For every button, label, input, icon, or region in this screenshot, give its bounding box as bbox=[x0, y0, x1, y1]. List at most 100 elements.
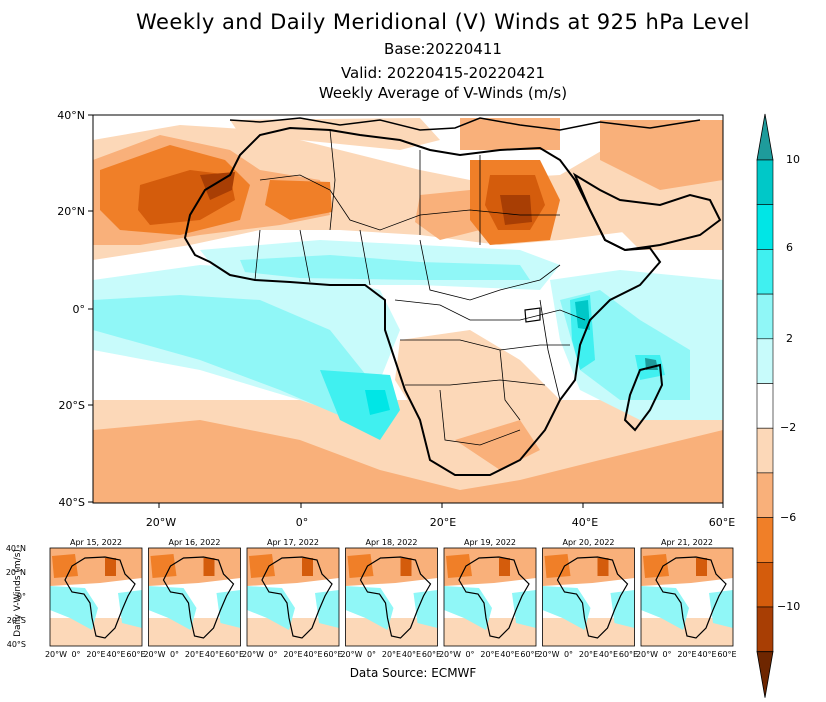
colorbar-label: −2 bbox=[780, 421, 796, 434]
colorbar-bottom-triangle bbox=[756, 651, 774, 698]
daily-coastline bbox=[458, 556, 530, 639]
daily-west-core bbox=[446, 554, 472, 578]
colorbar-segment bbox=[756, 249, 774, 295]
daily-west-core bbox=[150, 554, 177, 578]
daily-east-core bbox=[696, 558, 707, 576]
daily-lon-label: 40°E bbox=[106, 650, 125, 659]
daily-indian-field bbox=[315, 590, 339, 628]
daily-panel-frame bbox=[345, 547, 438, 647]
daily-coastline bbox=[359, 556, 432, 639]
daily-panel: Apr 17, 2022 20°W 0° 20°E 40°E 60°E bbox=[242, 538, 343, 659]
daily-indian-field bbox=[512, 590, 536, 628]
madagascar bbox=[623, 363, 664, 432]
lat-tick-label: 40°N bbox=[57, 109, 85, 122]
arabia bbox=[572, 172, 722, 252]
map-subtitle: Weekly Average of V-Winds (m/s) bbox=[318, 84, 568, 102]
lat-tick-label: 20°N bbox=[57, 205, 85, 218]
axis-ticks bbox=[88, 114, 724, 508]
daily-lon-label: 20°W bbox=[45, 650, 67, 659]
colorbar-label: 10 bbox=[786, 153, 800, 166]
daily-lon-label: 20°W bbox=[439, 650, 461, 659]
daily-lon-label: 60°E bbox=[323, 650, 342, 659]
colorbar-segment bbox=[756, 383, 774, 429]
daily-indian-field bbox=[709, 590, 733, 628]
daily-lat-label: 20°N bbox=[6, 568, 26, 577]
colorbar-top-triangle bbox=[756, 113, 774, 161]
daily-lon-label: 0° bbox=[268, 650, 277, 659]
daily-panel-frame bbox=[542, 547, 635, 647]
daily-lon-label: 40°E bbox=[402, 650, 421, 659]
daily-lon-label: 40°E bbox=[697, 650, 716, 659]
daily-lon-label: 20°E bbox=[579, 650, 598, 659]
daily-panel-frame bbox=[443, 547, 537, 647]
daily-west-core bbox=[347, 554, 374, 578]
daily-coastline bbox=[655, 556, 727, 639]
daily-indian-field bbox=[610, 590, 635, 628]
daily-lon-label: 40°E bbox=[303, 650, 322, 659]
daily-panel-date: Apr 16, 2022 bbox=[168, 538, 220, 547]
lon-tick-label: 20°E bbox=[430, 516, 456, 529]
daily-panel: Apr 15, 2022 20°W 0° 20°E 40°E 60°E bbox=[45, 538, 146, 659]
colorbar-label: −6 bbox=[780, 511, 796, 524]
daily-panel-date: Apr 20, 2022 bbox=[562, 538, 614, 547]
lat-tick-label: 0° bbox=[73, 303, 86, 316]
daily-east-core bbox=[302, 558, 313, 576]
daily-lon-label: 60°E bbox=[225, 650, 244, 659]
colorbar-segment bbox=[756, 472, 774, 518]
daily-lon-label: 60°E bbox=[126, 650, 145, 659]
daily-panel-date: Apr 21, 2022 bbox=[661, 538, 713, 547]
daily-lon-label: 20°E bbox=[480, 650, 499, 659]
colorbar-segment bbox=[756, 293, 774, 340]
daily-panel-frame bbox=[49, 547, 143, 647]
daily-lon-label: 0° bbox=[71, 650, 80, 659]
daily-panel-frame bbox=[246, 547, 340, 647]
daily-indian-field bbox=[216, 590, 241, 628]
daily-lat-label: 40°S bbox=[7, 640, 26, 649]
daily-lon-label: 20°E bbox=[382, 650, 401, 659]
colorbar-segment bbox=[756, 606, 774, 653]
daily-lon-label: 0° bbox=[465, 650, 474, 659]
daily-y-axis-label: Daily V-Winds (m/s) bbox=[13, 549, 23, 637]
daily-panel-date: Apr 19, 2022 bbox=[464, 538, 516, 547]
daily-panel-frame bbox=[640, 547, 734, 647]
daily-lat-label: 0° bbox=[17, 592, 26, 601]
daily-lon-label: 20°E bbox=[677, 650, 696, 659]
daily-panel: Apr 21, 2022 20°W 0° 20°E 40°E 60°E bbox=[636, 538, 737, 659]
daily-panel: Apr 18, 2022 20°W 0° 20°E 40°E 60°E bbox=[340, 538, 441, 659]
data-source: Data Source: ECMWF bbox=[349, 666, 477, 680]
daily-lon-label: 0° bbox=[564, 650, 573, 659]
colorbar-label: −10 bbox=[777, 600, 800, 613]
daily-lon-label: 0° bbox=[662, 650, 671, 659]
colorbar-segment bbox=[756, 427, 774, 474]
colorbar-label: 2 bbox=[786, 332, 793, 345]
daily-panel: Apr 20, 2022 20°W 0° 20°E 40°E 60°E bbox=[537, 538, 638, 659]
lon-tick-label: 60°E bbox=[709, 516, 735, 529]
europe-coast bbox=[229, 117, 701, 131]
daily-lon-label: 40°E bbox=[599, 650, 618, 659]
daily-panel: Apr 19, 2022 20°W 0° 20°E 40°E 60°E bbox=[439, 538, 540, 659]
colorbar-segment bbox=[756, 561, 774, 608]
daily-indian-field bbox=[118, 590, 142, 628]
daily-lat-label: 40°N bbox=[6, 544, 26, 553]
colorbar-segment bbox=[756, 204, 774, 250]
daily-coastline bbox=[556, 556, 629, 639]
daily-coastline bbox=[162, 556, 235, 639]
lake-victoria bbox=[524, 307, 541, 323]
daily-east-core bbox=[597, 558, 609, 576]
daily-west-core bbox=[544, 554, 571, 578]
daily-lon-label: 20°W bbox=[636, 650, 658, 659]
wind-field bbox=[93, 115, 723, 503]
daily-lon-label: 40°E bbox=[205, 650, 224, 659]
daily-lon-label: 40°E bbox=[500, 650, 519, 659]
daily-panel-date: Apr 15, 2022 bbox=[70, 538, 122, 547]
colorbar-segment bbox=[756, 159, 774, 206]
daily-lon-label: 60°E bbox=[619, 650, 638, 659]
daily-lon-label: 20°W bbox=[340, 650, 362, 659]
lon-tick-label: 20°W bbox=[146, 516, 176, 529]
daily-lon-label: 20°E bbox=[283, 650, 302, 659]
daily-lat-label: 20°S bbox=[7, 616, 26, 625]
daily-west-core bbox=[249, 554, 275, 578]
daily-panel-frame bbox=[148, 547, 241, 647]
colorbar bbox=[756, 113, 774, 698]
